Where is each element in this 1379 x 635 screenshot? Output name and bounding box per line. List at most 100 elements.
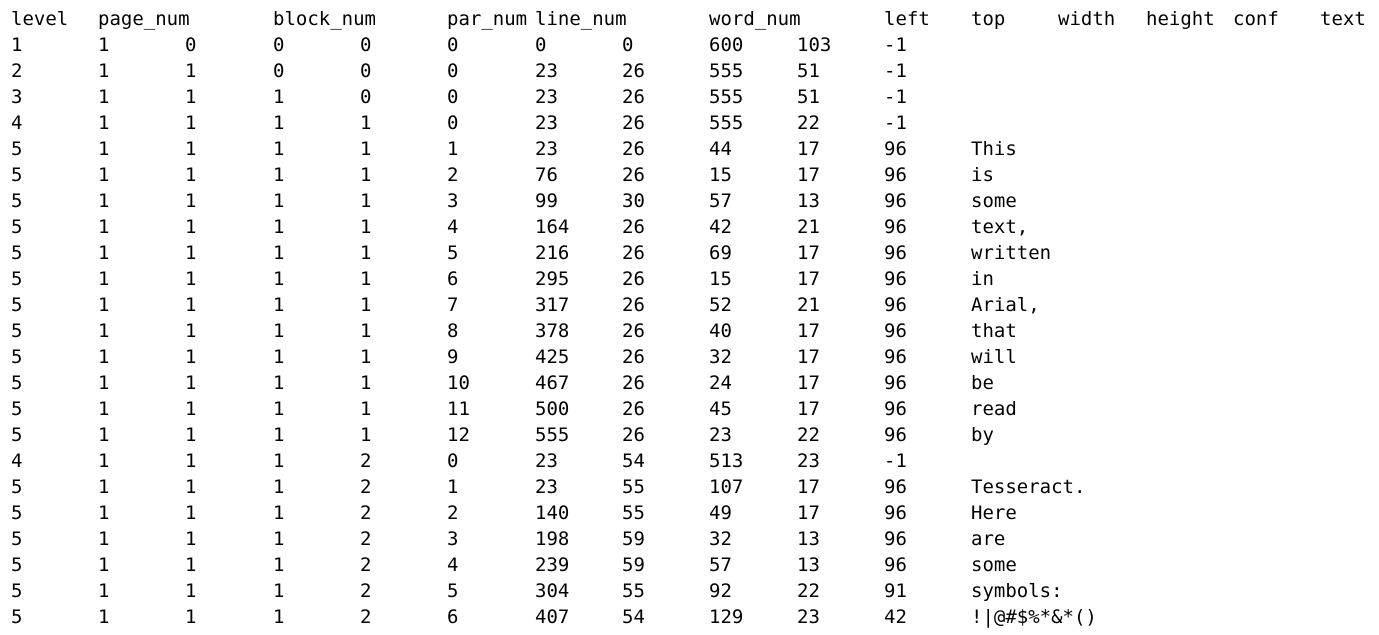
table-cell: 1 bbox=[185, 216, 197, 238]
table-cell: 26 bbox=[622, 112, 645, 134]
table-cell: 2 bbox=[360, 606, 372, 628]
table-cell: 1 bbox=[360, 346, 372, 368]
table-cell: 23 bbox=[709, 424, 732, 446]
table-cell: 5 bbox=[11, 242, 23, 264]
column-header-word-num: word_num bbox=[709, 8, 801, 30]
table-cell: 5 bbox=[11, 424, 23, 446]
table-cell: 425 bbox=[535, 346, 570, 368]
table-cell: 1 bbox=[185, 554, 197, 576]
table-cell: 1 bbox=[447, 138, 459, 160]
table-cell: 1 bbox=[273, 346, 285, 368]
table-cell: 54 bbox=[622, 606, 645, 628]
table-cell: 6 bbox=[447, 268, 459, 290]
table-cell: -1 bbox=[884, 112, 907, 134]
table-cell: 1 bbox=[185, 502, 197, 524]
table-cell: 1 bbox=[273, 268, 285, 290]
table-cell: 96 bbox=[884, 216, 907, 238]
table-cell-text: are bbox=[971, 528, 1006, 550]
table-cell: 23 bbox=[535, 60, 558, 82]
table-cell: 2 bbox=[360, 502, 372, 524]
table-cell: 96 bbox=[884, 528, 907, 550]
table-cell: 1 bbox=[273, 502, 285, 524]
table-cell: 17 bbox=[797, 164, 820, 186]
table-cell: 21 bbox=[797, 294, 820, 316]
table-cell: 1 bbox=[273, 112, 285, 134]
table-cell: 42 bbox=[884, 606, 907, 628]
table-cell: 13 bbox=[797, 554, 820, 576]
table-cell: 1 bbox=[185, 60, 197, 82]
tsv-output-table: level page_num block_num par_num line_num wor… bbox=[11, 6, 1379, 630]
table-cell: 2 bbox=[360, 476, 372, 498]
table-cell: 42 bbox=[709, 216, 732, 238]
table-cell: 5 bbox=[11, 554, 23, 576]
table-cell: 1 bbox=[360, 372, 372, 394]
table-row: 5 1 1 1 1 9 425 26 32 17 96 will bbox=[11, 344, 1379, 370]
table-cell: 1 bbox=[98, 112, 110, 134]
table-cell: 26 bbox=[622, 346, 645, 368]
table-cell: 555 bbox=[709, 86, 744, 108]
table-cell: 23 bbox=[535, 450, 558, 472]
table-cell: 22 bbox=[797, 580, 820, 602]
table-cell: 467 bbox=[535, 372, 570, 394]
table-cell: -1 bbox=[884, 86, 907, 108]
table-cell-text: !|@#$%*&*() bbox=[971, 606, 1097, 628]
table-cell: 1 bbox=[185, 268, 197, 290]
column-header-page-num: page_num bbox=[98, 8, 190, 30]
table-cell: 96 bbox=[884, 372, 907, 394]
table-cell-text: is bbox=[971, 164, 994, 186]
table-cell: 44 bbox=[709, 138, 732, 160]
table-cell: 239 bbox=[535, 554, 570, 576]
table-cell: 24 bbox=[709, 372, 732, 394]
table-cell: 5 bbox=[447, 580, 459, 602]
table-cell: 96 bbox=[884, 164, 907, 186]
table-cell: 0 bbox=[447, 86, 459, 108]
table-row: 5 1 1 1 1 7 317 26 52 21 96 Arial, bbox=[11, 292, 1379, 318]
table-cell: 15 bbox=[709, 164, 732, 186]
table-cell: 5 bbox=[447, 242, 459, 264]
table-row: 5 1 1 1 2 6 407 54 129 23 42 !|@#$%*&*() bbox=[11, 604, 1379, 630]
table-cell: 5 bbox=[11, 606, 23, 628]
table-cell-text: in bbox=[971, 268, 994, 290]
table-cell: 0 bbox=[447, 450, 459, 472]
table-cell: 0 bbox=[447, 34, 459, 56]
table-cell: 26 bbox=[622, 242, 645, 264]
table-cell: 96 bbox=[884, 476, 907, 498]
table-cell: 96 bbox=[884, 554, 907, 576]
table-cell: 1 bbox=[98, 86, 110, 108]
table-cell: 1 bbox=[185, 372, 197, 394]
table-cell: 10 bbox=[447, 372, 470, 394]
table-cell: 11 bbox=[447, 398, 470, 420]
table-cell: 26 bbox=[622, 398, 645, 420]
table-cell: 0 bbox=[360, 86, 372, 108]
table-cell: 407 bbox=[535, 606, 570, 628]
table-cell-text: written bbox=[971, 242, 1052, 264]
table-row: 5 1 1 1 1 1 23 26 44 17 96 This bbox=[11, 136, 1379, 162]
table-cell: 49 bbox=[709, 502, 732, 524]
table-cell: 5 bbox=[11, 138, 23, 160]
table-cell: 1 bbox=[273, 606, 285, 628]
table-cell: 555 bbox=[709, 112, 744, 134]
table-cell: 5 bbox=[11, 190, 23, 212]
table-cell: 1 bbox=[360, 216, 372, 238]
column-header-line-num: line_num bbox=[535, 8, 627, 30]
table-cell: 26 bbox=[622, 216, 645, 238]
table-cell: 1 bbox=[360, 294, 372, 316]
table-cell: 99 bbox=[535, 190, 558, 212]
table-cell: 1 bbox=[360, 164, 372, 186]
table-cell: 51 bbox=[797, 60, 820, 82]
table-cell: 5 bbox=[11, 476, 23, 498]
table-cell: 17 bbox=[797, 320, 820, 342]
table-cell: 96 bbox=[884, 424, 907, 446]
table-cell: 1 bbox=[98, 372, 110, 394]
table-cell: 4 bbox=[11, 112, 23, 134]
table-cell: 1 bbox=[273, 320, 285, 342]
table-cell: 1 bbox=[360, 242, 372, 264]
table-cell: 1 bbox=[360, 190, 372, 212]
table-cell: 0 bbox=[447, 60, 459, 82]
table-cell: 1 bbox=[11, 34, 23, 56]
table-cell: 2 bbox=[360, 450, 372, 472]
column-header-par-num: par_num bbox=[447, 8, 528, 30]
table-cell: 5 bbox=[11, 580, 23, 602]
table-cell: 1 bbox=[185, 320, 197, 342]
table-cell: 0 bbox=[622, 34, 634, 56]
